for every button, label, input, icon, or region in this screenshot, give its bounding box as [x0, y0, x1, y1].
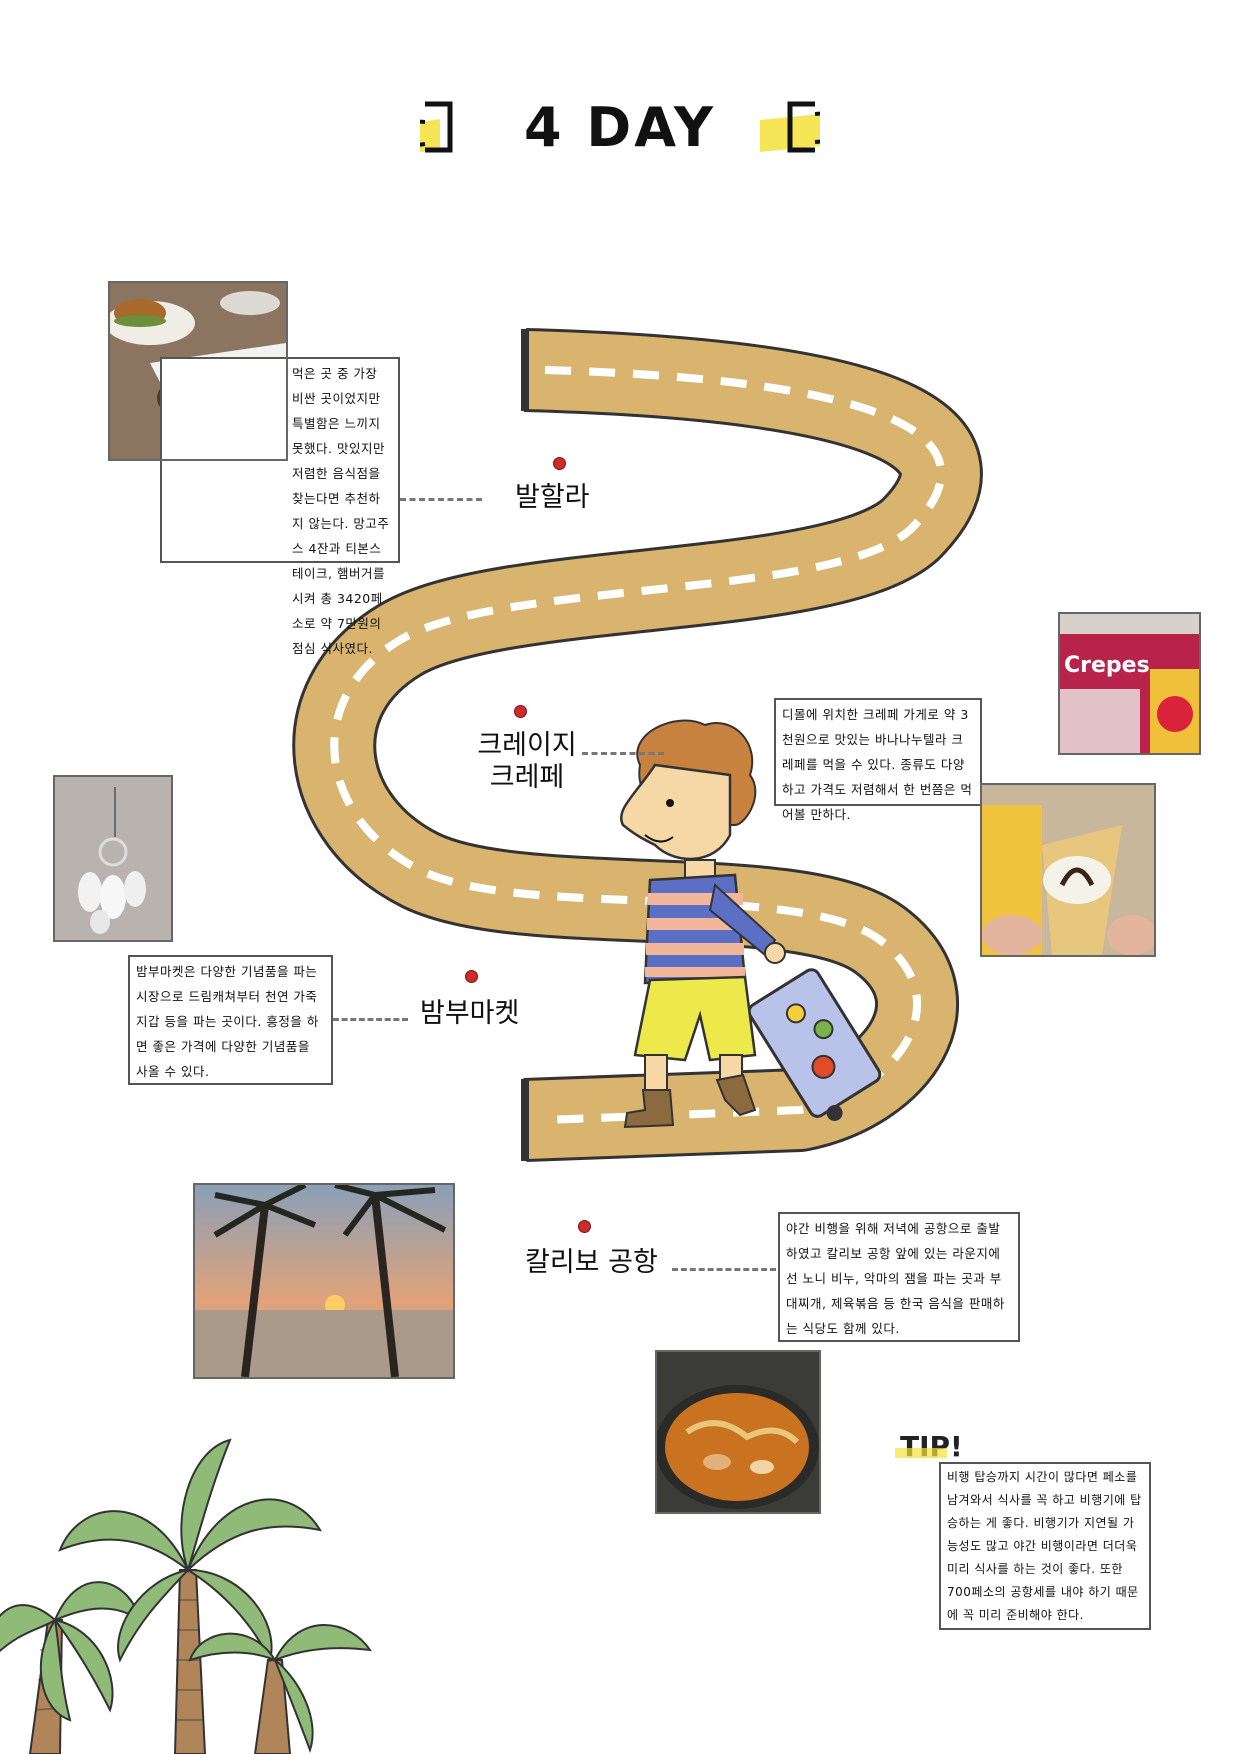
sunset-palms-icon: [195, 1185, 453, 1377]
valhalla-connector: [400, 498, 482, 501]
tip-highlight: [895, 1448, 947, 1458]
crepe-dot: [514, 705, 527, 718]
tip-label: TIP!: [900, 1430, 963, 1463]
tip-note: 비행 탑승까지 시간이 많다면 페소를 남겨와서 식사를 꼭 하고 비행기에 탑…: [939, 1462, 1151, 1630]
crepe-label: 크레이지 크레페: [472, 730, 582, 794]
dreamcatcher-icon: [55, 777, 171, 940]
crepe-storefront-icon: Crepes: [1060, 614, 1199, 753]
beach-sunset-photo: [193, 1183, 455, 1379]
page-title: 4 DAY: [420, 92, 820, 172]
crepe-label-line1: 크레이지: [477, 730, 577, 761]
bamboo-dot: [465, 970, 478, 983]
stew-pot-icon: [657, 1352, 819, 1512]
bamboo-label: 밤부마켓: [420, 998, 520, 1029]
airport-label: 칼리보 공항: [525, 1247, 658, 1278]
crepe-food-photo: [980, 783, 1156, 957]
steak-photo-frame: [108, 281, 288, 461]
valhalla-dot: [553, 457, 566, 470]
crepe-connector: [582, 752, 664, 755]
airport-note-text: 야간 비행을 위해 저녁에 공항으로 출발하였고 칼리보 공항 앞에 있는 라운…: [786, 1221, 1005, 1336]
title-text: 4 DAY: [524, 96, 716, 159]
airport-connector: [672, 1268, 776, 1271]
crepe-sign-text: Crepes: [1064, 653, 1150, 678]
airport-dot: [578, 1220, 591, 1233]
valhalla-label: 발할라: [515, 482, 590, 513]
bamboo-connector: [333, 1018, 408, 1021]
valhalla-note-text: 먹은 곳 중 가장 비싼 곳이었지만 특별함은 느끼지 못했다. 맛있지만 저렴…: [292, 366, 390, 656]
bamboo-note-text: 밤부마켓은 다양한 기념품을 파는 시장으로 드림캐쳐부터 천연 가죽 지갑 등…: [136, 964, 319, 1079]
crepe-note-text: 디몰에 위치한 크레페 가게로 약 3천원으로 맛있는 바나나누텔라 크레페를 …: [782, 707, 973, 822]
tip-note-text: 비행 탑승까지 시간이 많다면 페소를 남겨와서 식사를 꼭 하고 비행기에 탑…: [947, 1470, 1142, 1622]
crepe-label-line2: 크레페: [489, 762, 565, 793]
crepe-note: 디몰에 위치한 크레페 가게로 약 3천원으로 맛있는 바나나누텔라 크레페를 …: [774, 698, 982, 822]
crepe-shop-photo: Crepes: [1058, 612, 1201, 755]
traveler-character-icon: [620, 719, 882, 1129]
airport-note: 야간 비행을 위해 저녁에 공항으로 출발하였고 칼리보 공항 앞에 있는 라운…: [778, 1212, 1020, 1342]
bamboo-note: 밤부마켓은 다양한 기념품을 파는 시장으로 드림캐쳐부터 천연 가죽 지갑 등…: [128, 955, 333, 1085]
crepe-cone-icon: [982, 785, 1154, 955]
dreamcatcher-photo: [53, 775, 173, 942]
title-banner-icon: [420, 101, 820, 153]
budae-jjigae-photo: [655, 1350, 821, 1514]
palm-trees-icon: [0, 1438, 373, 1754]
